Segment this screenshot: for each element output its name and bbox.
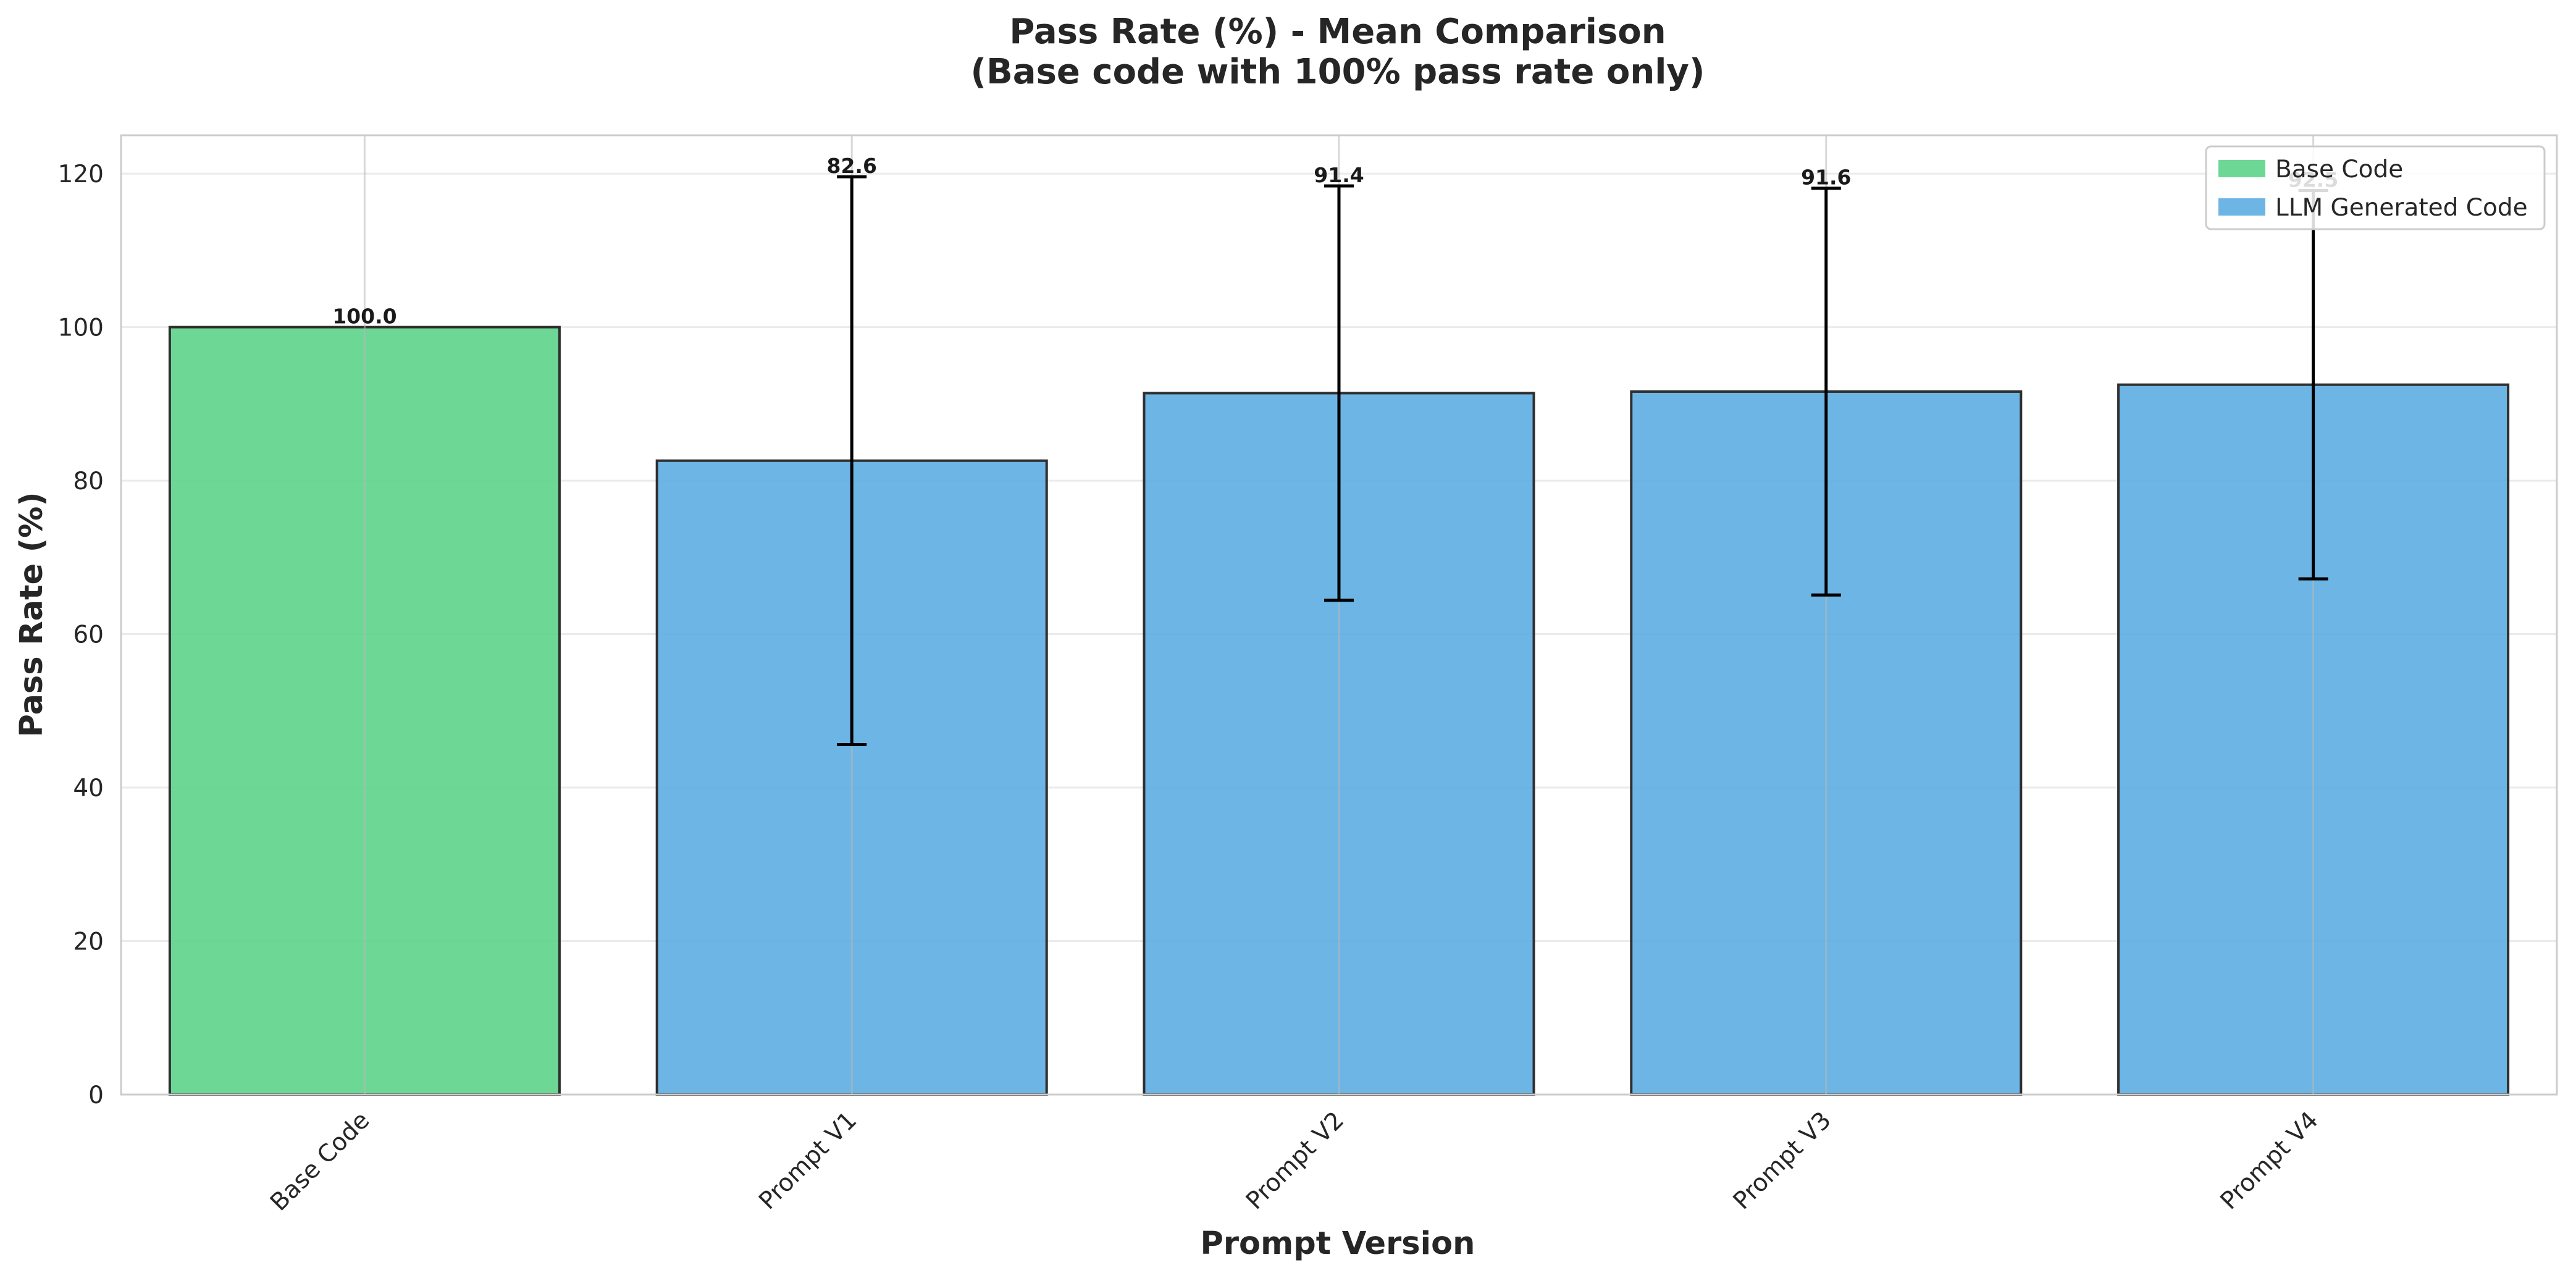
value-label-2: 91.4 xyxy=(1314,163,1364,187)
y-tick-label-6: 120 xyxy=(58,161,104,188)
legend-box xyxy=(2205,145,2546,230)
y-tick-label-0: 0 xyxy=(88,1082,104,1109)
y-tick-label-4: 80 xyxy=(73,468,104,495)
legend-swatch-0 xyxy=(2218,160,2265,177)
y-axis-ticks: 0 20 40 60 80 100 120 xyxy=(58,161,104,1109)
x-tick-label-2: Prompt V2 xyxy=(1241,1106,1349,1215)
x-tick-label-4: Prompt V4 xyxy=(2215,1106,2324,1215)
legend-label-0: Base Code xyxy=(2275,156,2403,183)
y-tick-label-5: 100 xyxy=(58,314,104,342)
value-label-1: 82.6 xyxy=(826,154,876,178)
value-label-0: 100.0 xyxy=(332,305,396,329)
x-tick-label-1: Prompt V1 xyxy=(753,1106,862,1215)
x-axis-ticks: Base Code Prompt V1 Prompt V2 Prompt V3 Prom… xyxy=(265,1106,2324,1216)
y-tick-label-1: 20 xyxy=(73,928,104,956)
y-tick-label-3: 60 xyxy=(73,621,104,649)
y-tick-label-2: 40 xyxy=(73,775,104,802)
plot-frame xyxy=(120,134,2558,1096)
x-tick-label-3: Prompt V3 xyxy=(1728,1106,1837,1215)
chart-subtitle: (Base code with 100% pass rate only) xyxy=(971,52,1705,92)
chart-title: Pass Rate (%) - Mean Comparison xyxy=(1009,12,1666,52)
error-bars xyxy=(837,175,2328,746)
legend: Base Code LLM Generated Code xyxy=(2205,145,2546,230)
value-label-3: 91.6 xyxy=(1801,166,1851,190)
error-bar-1 xyxy=(837,175,867,746)
x-axis-label: Prompt Version xyxy=(1201,1225,1475,1262)
error-bar-3 xyxy=(1811,187,1841,597)
error-bar-2 xyxy=(1324,184,1354,602)
x-tick-label-0: Base Code xyxy=(265,1106,375,1216)
chart-title-group: Pass Rate (%) - Mean Comparison (Base co… xyxy=(971,12,1705,92)
y-axis-label: Pass Rate (%) xyxy=(14,492,50,737)
legend-swatch-1 xyxy=(2218,198,2265,216)
value-labels: 100.082.691.491.692.5 xyxy=(332,154,2338,329)
legend-label-1: LLM Generated Code xyxy=(2275,194,2528,222)
